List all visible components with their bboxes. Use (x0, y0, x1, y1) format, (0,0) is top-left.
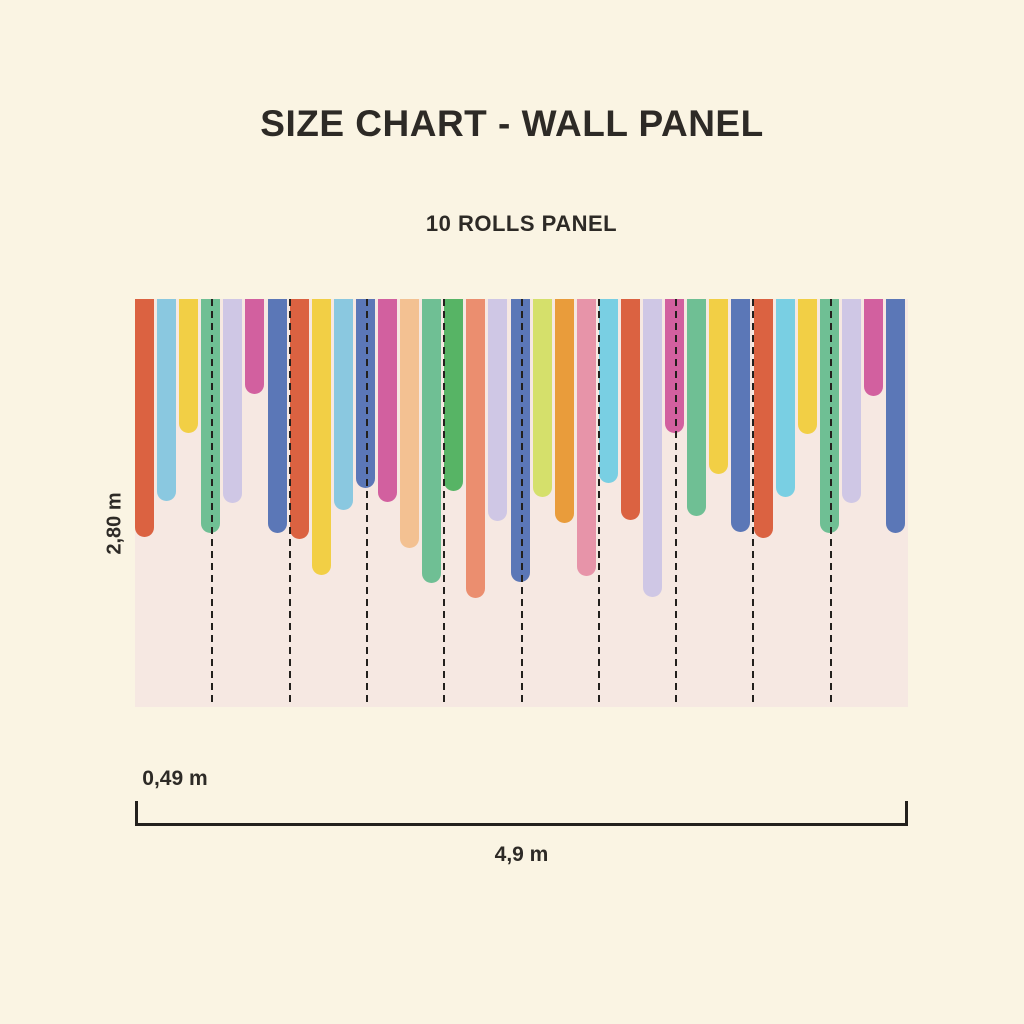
stripe-cyan (775, 299, 795, 497)
stripe-peach (400, 299, 420, 548)
stripe-green (201, 299, 221, 533)
total-width-dimension-label: 4,9 m (494, 843, 549, 866)
stripe-lavender (841, 299, 861, 503)
stripe-yellow (797, 299, 817, 434)
roll-divider (830, 299, 832, 707)
stripe-yellow (179, 299, 199, 433)
stripe-sky_blue (333, 299, 353, 510)
roll-divider (675, 299, 677, 707)
stripe-orange (554, 299, 574, 523)
roll-width-dimension-label: 0,49 m (142, 767, 208, 790)
roll-divider (598, 299, 600, 707)
stripe-blue (267, 299, 287, 533)
stripe-vermilion (620, 299, 640, 520)
stripe-magenta (863, 299, 883, 396)
stripe-lavender (223, 299, 243, 503)
stripe-vermilion (289, 299, 309, 539)
roll-divider (752, 299, 754, 707)
stripe-salmon (466, 299, 486, 598)
roll-divider (289, 299, 291, 707)
stripe-pink (576, 299, 596, 576)
stripe-blue (510, 299, 530, 582)
stripe-yellow (311, 299, 331, 575)
roll-divider (366, 299, 368, 707)
stripe-blue (355, 299, 375, 488)
stripe-lavender (643, 299, 663, 597)
stripe-magenta (245, 299, 265, 394)
stripe-green (819, 299, 839, 533)
width-dimension-tick-right (905, 801, 908, 826)
width-dimension-line (135, 823, 908, 826)
roll-divider (211, 299, 213, 707)
width-dimension-tick-left (135, 801, 138, 826)
stripe-lime (532, 299, 552, 497)
stripe-vermilion (753, 299, 773, 538)
height-dimension-label: 2,80 m (103, 492, 126, 555)
stripe-cyan (598, 299, 618, 483)
stripe-grass_green (444, 299, 464, 491)
stripe-green (422, 299, 442, 583)
stripe-lavender (488, 299, 508, 521)
roll-divider (521, 299, 523, 707)
stripe-magenta (377, 299, 397, 502)
stripe-blue (886, 299, 906, 533)
stripe-yellow (709, 299, 729, 474)
stripe-green (687, 299, 707, 516)
roll-divider (443, 299, 445, 707)
page-title: SIZE CHART - WALL PANEL (260, 103, 764, 144)
stripe-sky_blue (157, 299, 177, 501)
rolls-count-subtitle: 10 ROLLS PANEL (425, 211, 618, 236)
stripe-vermilion (135, 299, 154, 537)
wall-panel-diagram (135, 299, 908, 707)
stripe-blue (731, 299, 751, 532)
stripe-magenta (665, 299, 685, 433)
